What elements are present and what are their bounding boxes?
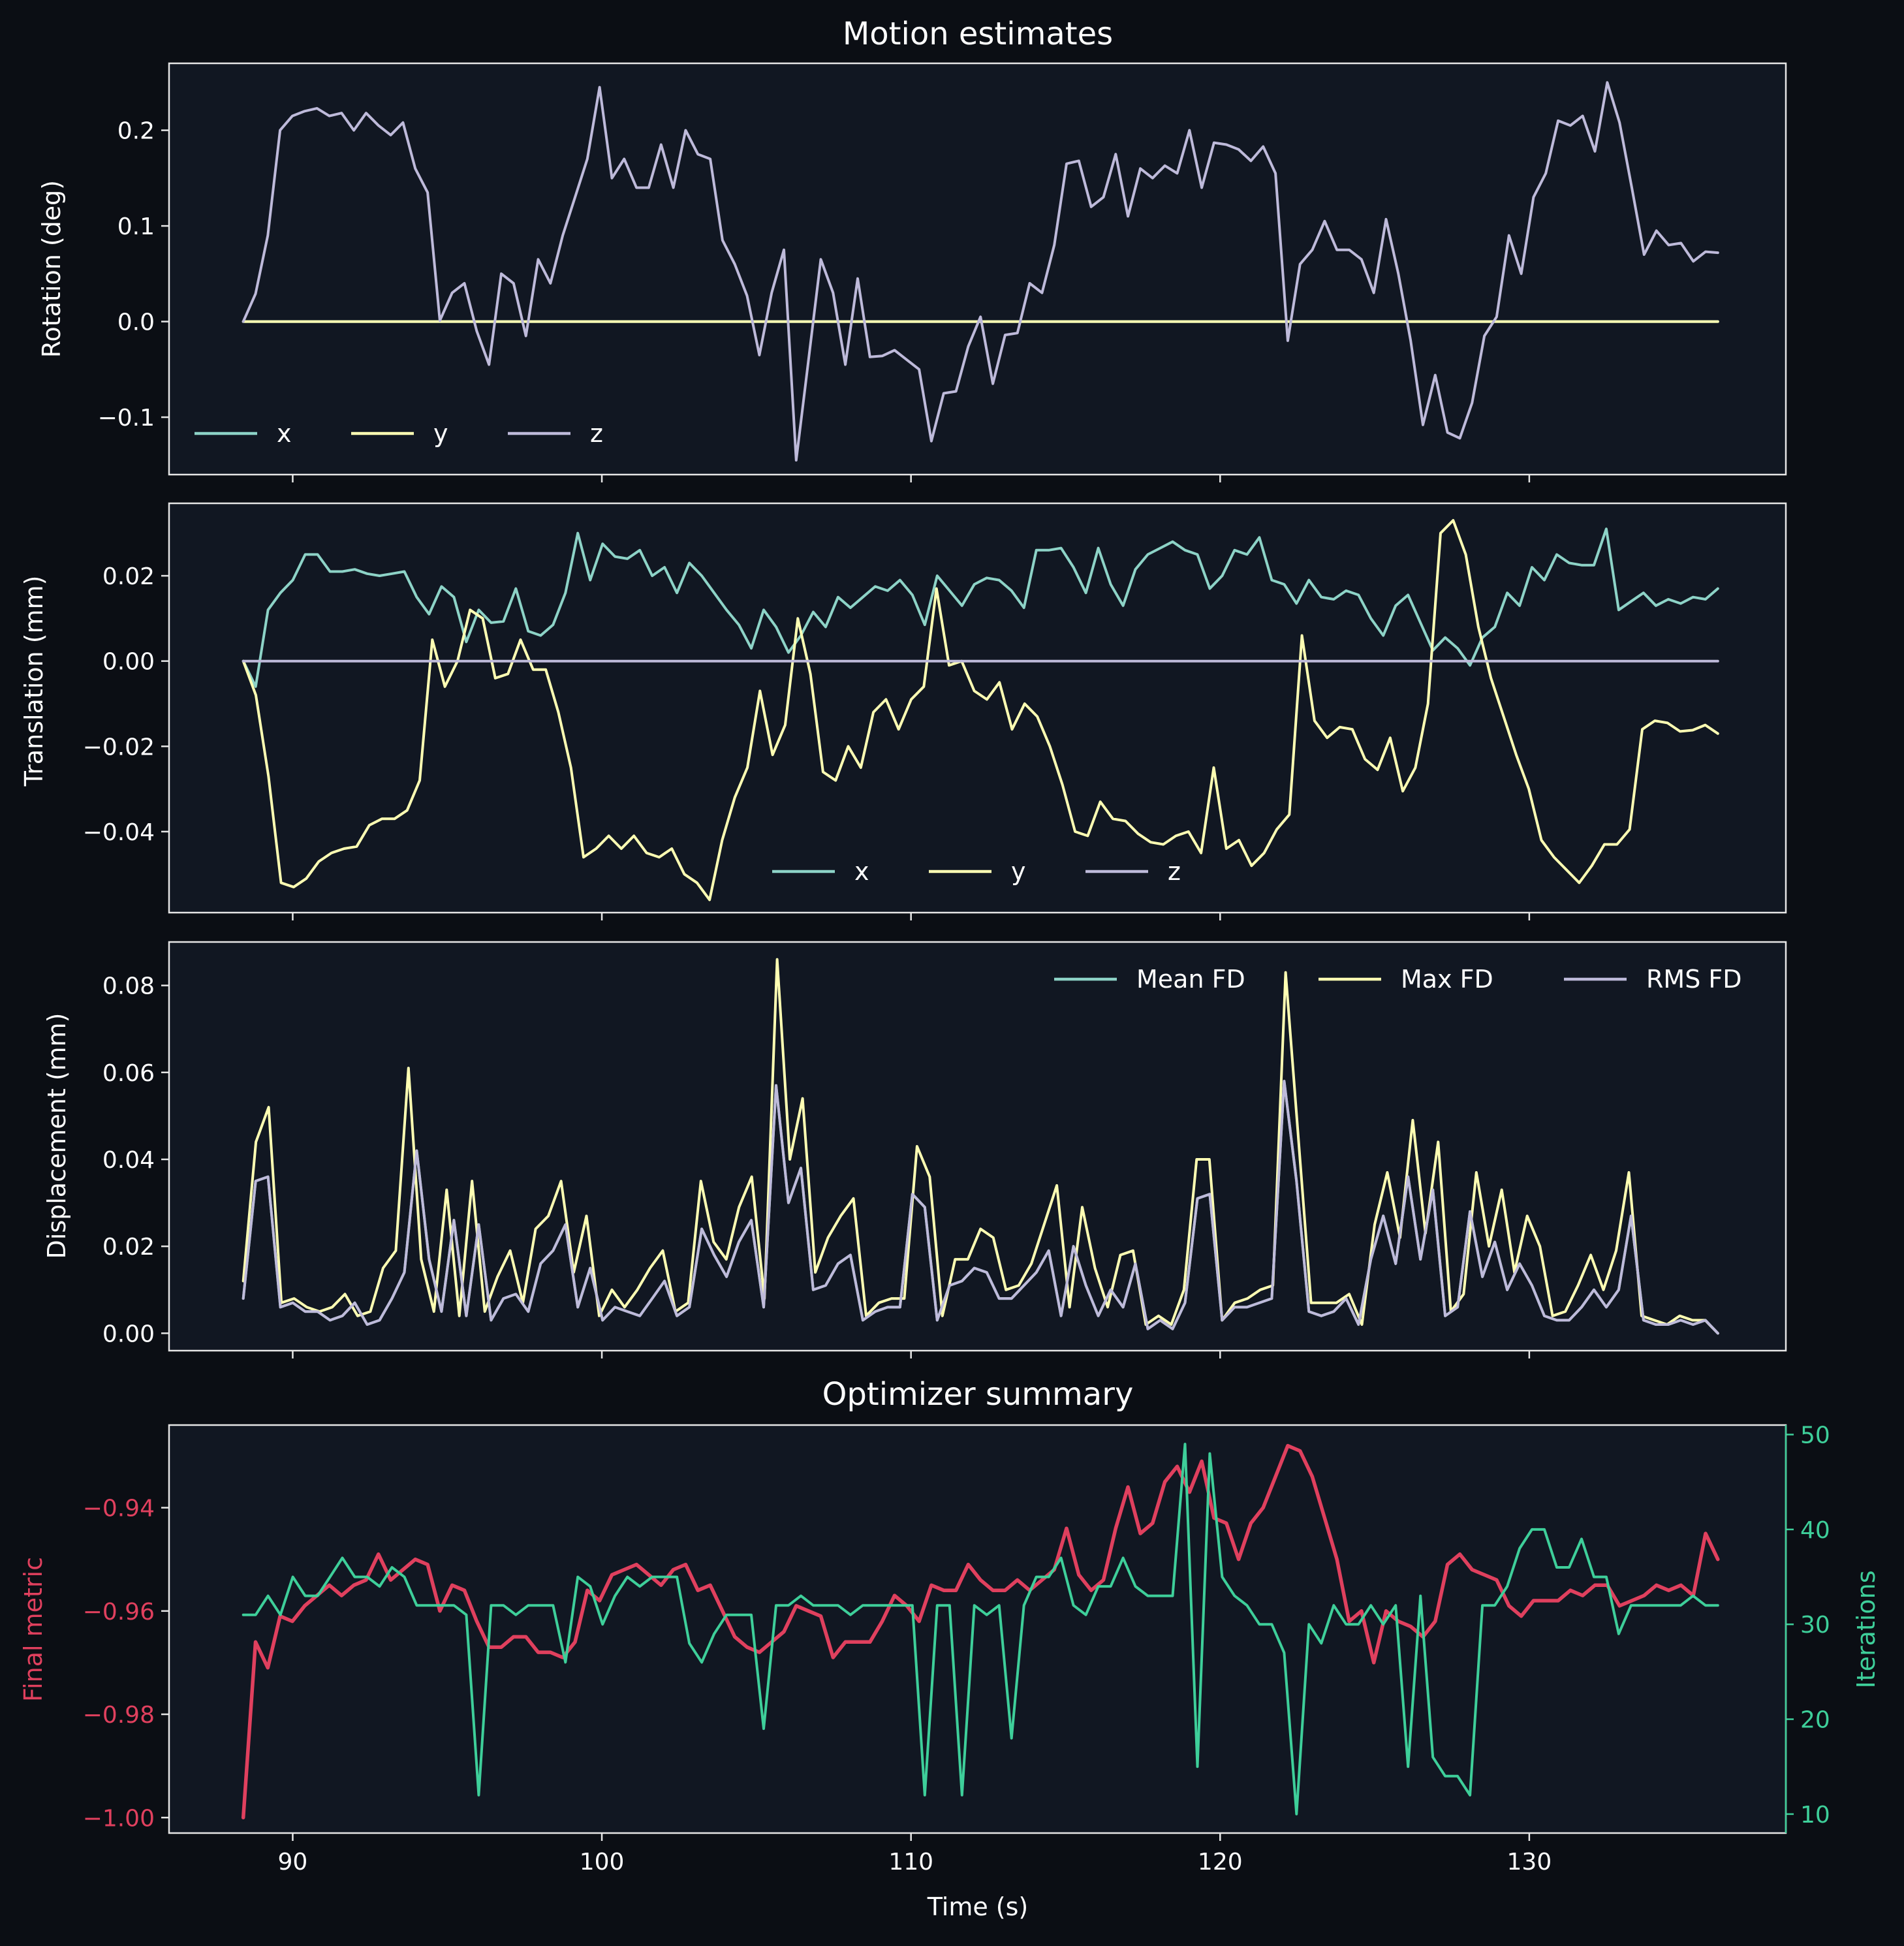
legend-label: Mean FD <box>1136 965 1245 994</box>
axes-background <box>169 63 1786 475</box>
y-tick-label: 0.0 <box>117 309 155 336</box>
x-tick-label: 130 <box>1507 1849 1552 1875</box>
y-tick-label: −0.94 <box>83 1496 155 1522</box>
y-tick-label: −0.96 <box>83 1599 155 1625</box>
y-tick-label: −0.98 <box>83 1702 155 1729</box>
y-tick-label: −0.1 <box>98 405 155 432</box>
y-tick-label: 0.2 <box>117 118 155 145</box>
axes-background <box>169 1425 1786 1833</box>
y-tick-label: −0.02 <box>83 734 155 761</box>
legend-label: Max FD <box>1401 965 1493 994</box>
rotation-panel: Motion estimates Rotation (deg) −0.1 0.0 0… <box>37 16 1787 482</box>
y-axis-label: Translation (mm) <box>20 576 48 787</box>
y-right-tick-label: 40 <box>1800 1517 1830 1544</box>
legend-label: x <box>854 857 869 886</box>
axes-background <box>169 942 1786 1351</box>
legend-label: x <box>277 419 292 448</box>
y-tick-label: 0.04 <box>102 1147 155 1174</box>
series-line-z <box>242 81 1719 462</box>
y-tick-label: 0.00 <box>102 649 155 676</box>
legend-label: y <box>433 419 448 448</box>
x-axis-label: Time (s) <box>927 1892 1029 1921</box>
legend-label: z <box>590 419 603 448</box>
x-tick-label: 120 <box>1198 1849 1243 1875</box>
y-axis-label: Displacement (mm) <box>42 1013 71 1259</box>
legend-label: z <box>1168 857 1181 886</box>
series-line-rms-fd <box>242 1080 1719 1335</box>
y-right-tick-label: 20 <box>1800 1707 1830 1734</box>
axes-frame <box>168 502 1787 914</box>
y-tick-label: −0.04 <box>83 819 155 846</box>
axes-frame <box>168 941 1787 1352</box>
optimizer-panel: Optimizer summary Final metric Iteration… <box>19 1376 1881 1921</box>
y-axis-label-right: Iterations <box>1852 1571 1881 1689</box>
x-tick-label: 100 <box>580 1849 625 1875</box>
y-tick-label: 0.1 <box>117 213 155 240</box>
series-line-iterations <box>242 1443 1719 1815</box>
x-tick-label: 110 <box>888 1849 933 1875</box>
y-tick-label: 0.02 <box>102 1234 155 1261</box>
displacement-panel: Displacement (mm) 0.00 0.02 0.04 0.06 0.08 Me… <box>42 941 1787 1358</box>
y-tick-label: −1.00 <box>83 1805 155 1832</box>
axes-background <box>169 503 1786 913</box>
y-tick-label: 0.02 <box>102 563 155 590</box>
panel-title: Motion estimates <box>843 16 1113 52</box>
y-axis-label-left: Final metric <box>19 1557 48 1702</box>
y-tick-label: 0.06 <box>102 1060 155 1087</box>
y-right-tick-label: 10 <box>1800 1802 1830 1828</box>
series-line-y <box>242 519 1719 902</box>
translation-panel: Translation (mm) −0.04 −0.02 0.00 0.02 x y z <box>20 502 1787 920</box>
legend-label: RMS FD <box>1646 965 1742 994</box>
y-axis-label: Rotation (deg) <box>37 180 66 358</box>
legend-label: y <box>1011 857 1026 886</box>
y-tick-label: 0.08 <box>102 973 155 1000</box>
y-right-tick-label: 50 <box>1800 1422 1830 1449</box>
panel-title: Optimizer summary <box>822 1376 1134 1413</box>
y-tick-label: 0.00 <box>102 1321 155 1347</box>
y-right-tick-label: 30 <box>1800 1612 1830 1639</box>
x-tick-label: 90 <box>278 1849 308 1875</box>
axes-frame <box>168 62 1787 476</box>
